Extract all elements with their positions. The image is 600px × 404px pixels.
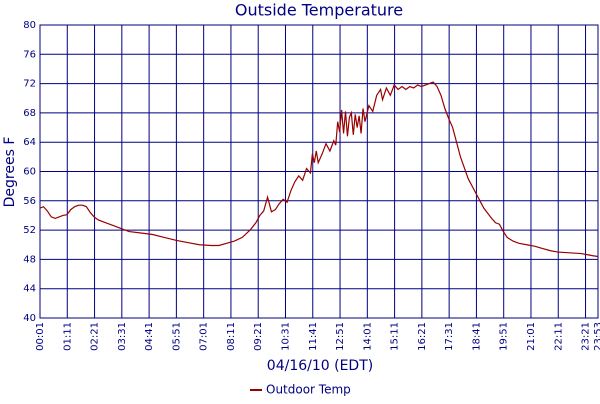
x-tick-label: 00:01 [35, 322, 46, 351]
x-tick-label: 03:31 [117, 322, 128, 351]
chart-title: Outside Temperature [235, 1, 403, 20]
x-tick-label: 05:51 [171, 322, 182, 351]
x-tick-label: 08:11 [226, 322, 237, 351]
x-tick-label: 21:01 [526, 322, 537, 351]
legend-label: Outdoor Temp [266, 383, 351, 397]
x-tick-label: 11:41 [308, 322, 319, 351]
x-tick-label: 22:11 [553, 322, 564, 351]
y-tick-label: 52 [23, 225, 36, 236]
data-line [39, 81, 599, 258]
y-tick-label: 76 [23, 49, 36, 60]
y-tick-label: 56 [23, 196, 36, 207]
x-tick-label: 18:41 [471, 322, 482, 351]
y-tick-label: 60 [23, 167, 36, 178]
x-tick-label: 23:21 [581, 322, 592, 351]
x-tick-label: 10:31 [280, 322, 291, 351]
y-tick-label: 48 [23, 254, 36, 265]
y-tick-label: 80 [23, 20, 36, 31]
x-axis-label: 04/16/10 (EDT) [267, 358, 373, 374]
x-tick-label: 07:01 [199, 322, 210, 351]
x-tick-label: 16:21 [417, 322, 428, 351]
x-tick-label: 17:31 [444, 322, 455, 351]
x-tick-label: 14:01 [362, 322, 373, 351]
y-tick-label: 64 [23, 137, 36, 148]
y-tick-label: 40 [23, 313, 36, 324]
x-tick-label: 04:41 [144, 322, 155, 351]
x-tick-label: 02:21 [90, 322, 101, 351]
x-tick-label: 15:11 [390, 322, 401, 351]
y-tick-label: 44 [23, 284, 36, 295]
x-tick-label: 09:21 [253, 322, 264, 351]
x-tick-label: 12:51 [335, 322, 346, 351]
x-tick-label: 23:53 [593, 322, 600, 351]
y-tick-label: 72 [23, 79, 36, 90]
x-tick-label: 01:11 [62, 322, 73, 351]
x-tick-label: 19:51 [499, 322, 510, 351]
y-tick-label: 68 [23, 108, 36, 119]
y-axis-label: Degrees F [2, 137, 18, 208]
